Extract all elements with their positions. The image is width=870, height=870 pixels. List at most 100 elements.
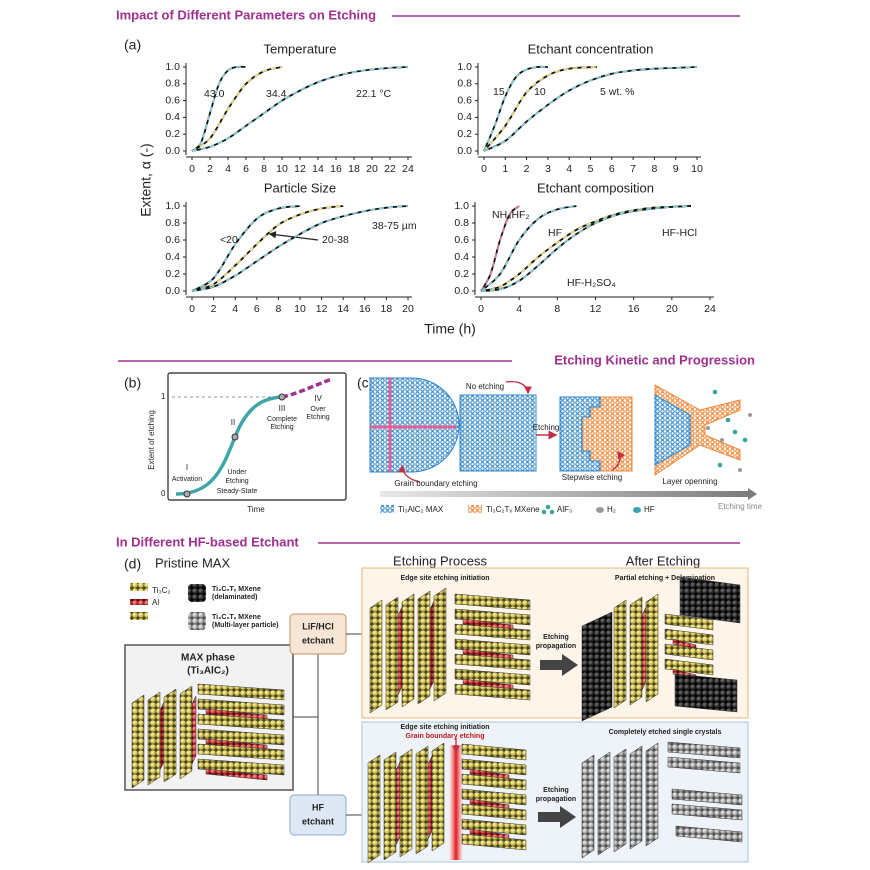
annotation: Grain boundary etching	[406, 733, 485, 740]
propagation-arrow	[540, 654, 578, 676]
crystal-slab	[667, 741, 741, 759]
crystal-slab	[197, 698, 285, 716]
annotation: Edge site etching initiation	[400, 724, 489, 731]
y-tick-label: 0.4	[165, 251, 180, 263]
curve-label: <20	[220, 234, 238, 246]
grain-block	[369, 377, 460, 473]
stage-numeral: II	[231, 418, 235, 427]
y-tick-label: 0.2	[454, 268, 469, 280]
alf3-particles	[712, 389, 748, 468]
legend-label: (delaminated)	[212, 594, 258, 601]
crystal-slab	[664, 658, 714, 676]
annotation: Etching	[543, 787, 569, 794]
etchant-name: etchant	[302, 635, 334, 645]
stage-text: Etching	[225, 478, 248, 485]
curve-label: 15	[493, 86, 505, 98]
stage-text: Under	[227, 469, 247, 476]
x-tick-label: 10	[276, 163, 288, 175]
legend-swatch	[130, 612, 148, 620]
x-tick-label: 16	[330, 163, 342, 175]
max-core	[654, 394, 691, 466]
curve	[191, 205, 409, 292]
curve-label: HF	[548, 227, 562, 239]
x-tick-label: 6	[243, 163, 249, 175]
y-tick-label: 0.4	[457, 111, 472, 123]
column-title: Pristine MAX	[155, 555, 230, 570]
stage-point	[278, 393, 286, 401]
crystal-slab	[454, 638, 531, 656]
x-tick-label: 3	[545, 163, 551, 175]
x-tick-label: 12	[590, 303, 602, 315]
panel-label: (c)	[357, 375, 373, 391]
y-tick-label: 0.4	[165, 111, 180, 123]
crystal-slab	[397, 606, 403, 696]
crystal-slab	[191, 695, 197, 765]
x-tick-label: 12	[294, 163, 306, 175]
legend-swatch	[188, 584, 206, 602]
annotation: Layer openning	[662, 477, 717, 486]
crystal-slab	[417, 590, 431, 705]
x-tick-label: 0	[189, 303, 195, 315]
x-tick-label: 8	[275, 303, 281, 315]
propagation-arrow	[538, 806, 576, 828]
column-title: Etching Process	[393, 553, 487, 568]
x-tick-label: 18	[348, 163, 360, 175]
fit-curve	[191, 66, 283, 152]
legend-label: H₂	[607, 505, 616, 514]
etchant-box	[289, 613, 347, 655]
x-tick-label: 20	[402, 303, 414, 315]
curve-label: 20-38	[322, 234, 349, 246]
x-axis-label: Time	[247, 505, 265, 514]
crystal-slab	[645, 742, 659, 847]
x-tick-label: 20	[366, 163, 378, 175]
crystal-slab	[454, 608, 531, 626]
stage-point	[231, 433, 239, 441]
crystal-slab	[427, 755, 433, 840]
curve	[191, 66, 409, 152]
crystal-slab	[454, 683, 531, 701]
x-tick-label: 7	[630, 163, 636, 175]
crystal-slab	[581, 754, 595, 859]
annotation: propagation	[536, 643, 576, 650]
curve-label: 43.0	[204, 88, 225, 100]
crystal-slab	[385, 596, 399, 711]
annotation: Grain boundary etching	[394, 479, 477, 488]
crystal-slab	[671, 803, 743, 821]
legend-swatch	[130, 583, 148, 591]
fit-curve	[191, 205, 409, 292]
y-tick-label: 1	[161, 392, 166, 401]
crystal-slab	[629, 745, 643, 850]
x-tick-label: 16	[359, 303, 371, 315]
y-tick-label: 0.0	[454, 285, 469, 297]
crystal-slab	[383, 751, 397, 861]
y-tick-label: 0.8	[165, 78, 180, 90]
crystal-slab	[367, 754, 381, 864]
x-tick-label: 12	[316, 303, 328, 315]
y-tick-label: 0.0	[165, 285, 180, 297]
crystal-slab	[667, 756, 741, 774]
curve-label: 34.4	[266, 88, 287, 100]
annotation: Partial etching + Delamination	[615, 575, 715, 582]
x-tick-label: 9	[673, 163, 679, 175]
kinetic-panel: (b) 1 0 Extent of etching Time I Activat…	[124, 372, 347, 514]
x-tick-label: 8	[554, 303, 560, 315]
box-title: (Ti₃AlC₂)	[187, 666, 229, 677]
x-tick-label: 0	[481, 163, 487, 175]
x-tick-label: 8	[261, 163, 267, 175]
chart-title: Temperature	[264, 41, 337, 56]
curve	[191, 65, 247, 152]
crystal-slab	[454, 623, 531, 641]
fit-curve	[191, 66, 409, 152]
y-tick-label: 0.0	[165, 145, 180, 157]
chart-title: Particle Size	[264, 180, 336, 195]
legend-swatch	[596, 507, 604, 513]
crystal-slab	[461, 773, 527, 791]
curve-label: HF-HCl	[662, 227, 697, 239]
plot-frame	[167, 372, 347, 501]
x-tick-label: 6	[254, 303, 260, 315]
stage-text: Steady-State	[217, 488, 258, 495]
x-tick-label: 4	[516, 303, 522, 315]
over-etching-curve	[281, 377, 333, 399]
y-tick-label: 0.0	[457, 145, 472, 157]
curve-label: NH₄HF₂	[492, 209, 530, 221]
